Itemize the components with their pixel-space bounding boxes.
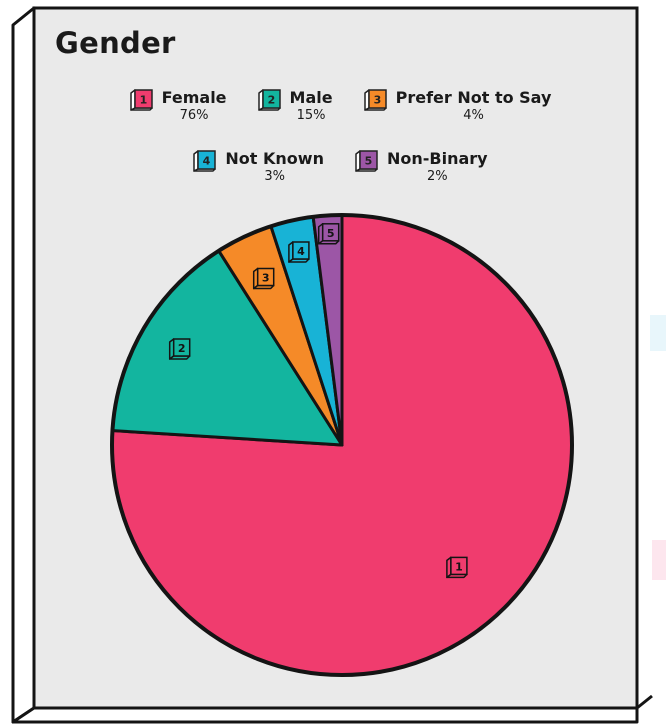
legend-label: Non-Binary bbox=[386, 149, 488, 168]
slice-label-5: 5 bbox=[317, 223, 340, 245]
slice-number: 1 bbox=[455, 560, 463, 573]
slice-number: 5 bbox=[327, 227, 335, 240]
legend-item-male: 2 Male 15% bbox=[257, 88, 333, 124]
legend-swatch-1: 1 bbox=[129, 89, 153, 111]
slice-number: 4 bbox=[297, 245, 305, 258]
slice-label-1: 1 bbox=[446, 556, 468, 579]
legend-label: Female bbox=[161, 88, 227, 107]
deco-shape bbox=[650, 315, 666, 351]
slice-number: 2 bbox=[178, 342, 186, 355]
legend-swatch-number: 4 bbox=[203, 155, 211, 168]
legend-swatch-number: 3 bbox=[373, 94, 381, 107]
legend-swatch-5: 5 bbox=[355, 150, 378, 172]
legend-item-not-known: 4 Not Known 3% bbox=[192, 149, 324, 185]
slice-label-4: 4 bbox=[288, 241, 310, 263]
legend-percent: 2% bbox=[426, 169, 448, 184]
legend-swatch-number: 5 bbox=[365, 155, 373, 168]
legend-item-female: 1 Female 76% bbox=[129, 88, 227, 124]
legend-row-2: 4 Not Known 3% 5 Non-Binary 2% bbox=[40, 149, 640, 185]
legend-label: Not Known bbox=[225, 149, 324, 168]
legend-swatch-2: 2 bbox=[257, 89, 281, 111]
card-edge bbox=[636, 694, 653, 710]
legend-row-1: 1 Female 76% 2 Male 15% 3 Prefer Not to … bbox=[40, 88, 640, 124]
legend-swatch-number: 1 bbox=[139, 94, 147, 107]
pie-outline bbox=[110, 213, 574, 677]
chart-title: Gender bbox=[55, 26, 176, 60]
deco-shape bbox=[652, 540, 666, 580]
legend-item-non-binary: 5 Non-Binary 2% bbox=[354, 149, 488, 185]
legend-item-prefer-not-to-say: 3 Prefer Not to Say 4% bbox=[363, 88, 552, 124]
legend-label: Prefer Not to Say bbox=[395, 88, 552, 107]
legend-label: Male bbox=[289, 88, 333, 107]
legend-percent: 76% bbox=[179, 108, 209, 123]
legend-swatch-number: 2 bbox=[267, 94, 275, 107]
legend-percent: 3% bbox=[264, 169, 285, 184]
slice-label-3: 3 bbox=[252, 267, 275, 290]
legend-percent: 4% bbox=[463, 108, 484, 123]
legend-swatch-4: 4 bbox=[193, 150, 217, 172]
legend-swatch-3: 3 bbox=[363, 89, 387, 111]
slice-label-2: 2 bbox=[168, 338, 191, 360]
slice-number: 3 bbox=[262, 272, 270, 285]
legend-percent: 15% bbox=[296, 108, 326, 123]
